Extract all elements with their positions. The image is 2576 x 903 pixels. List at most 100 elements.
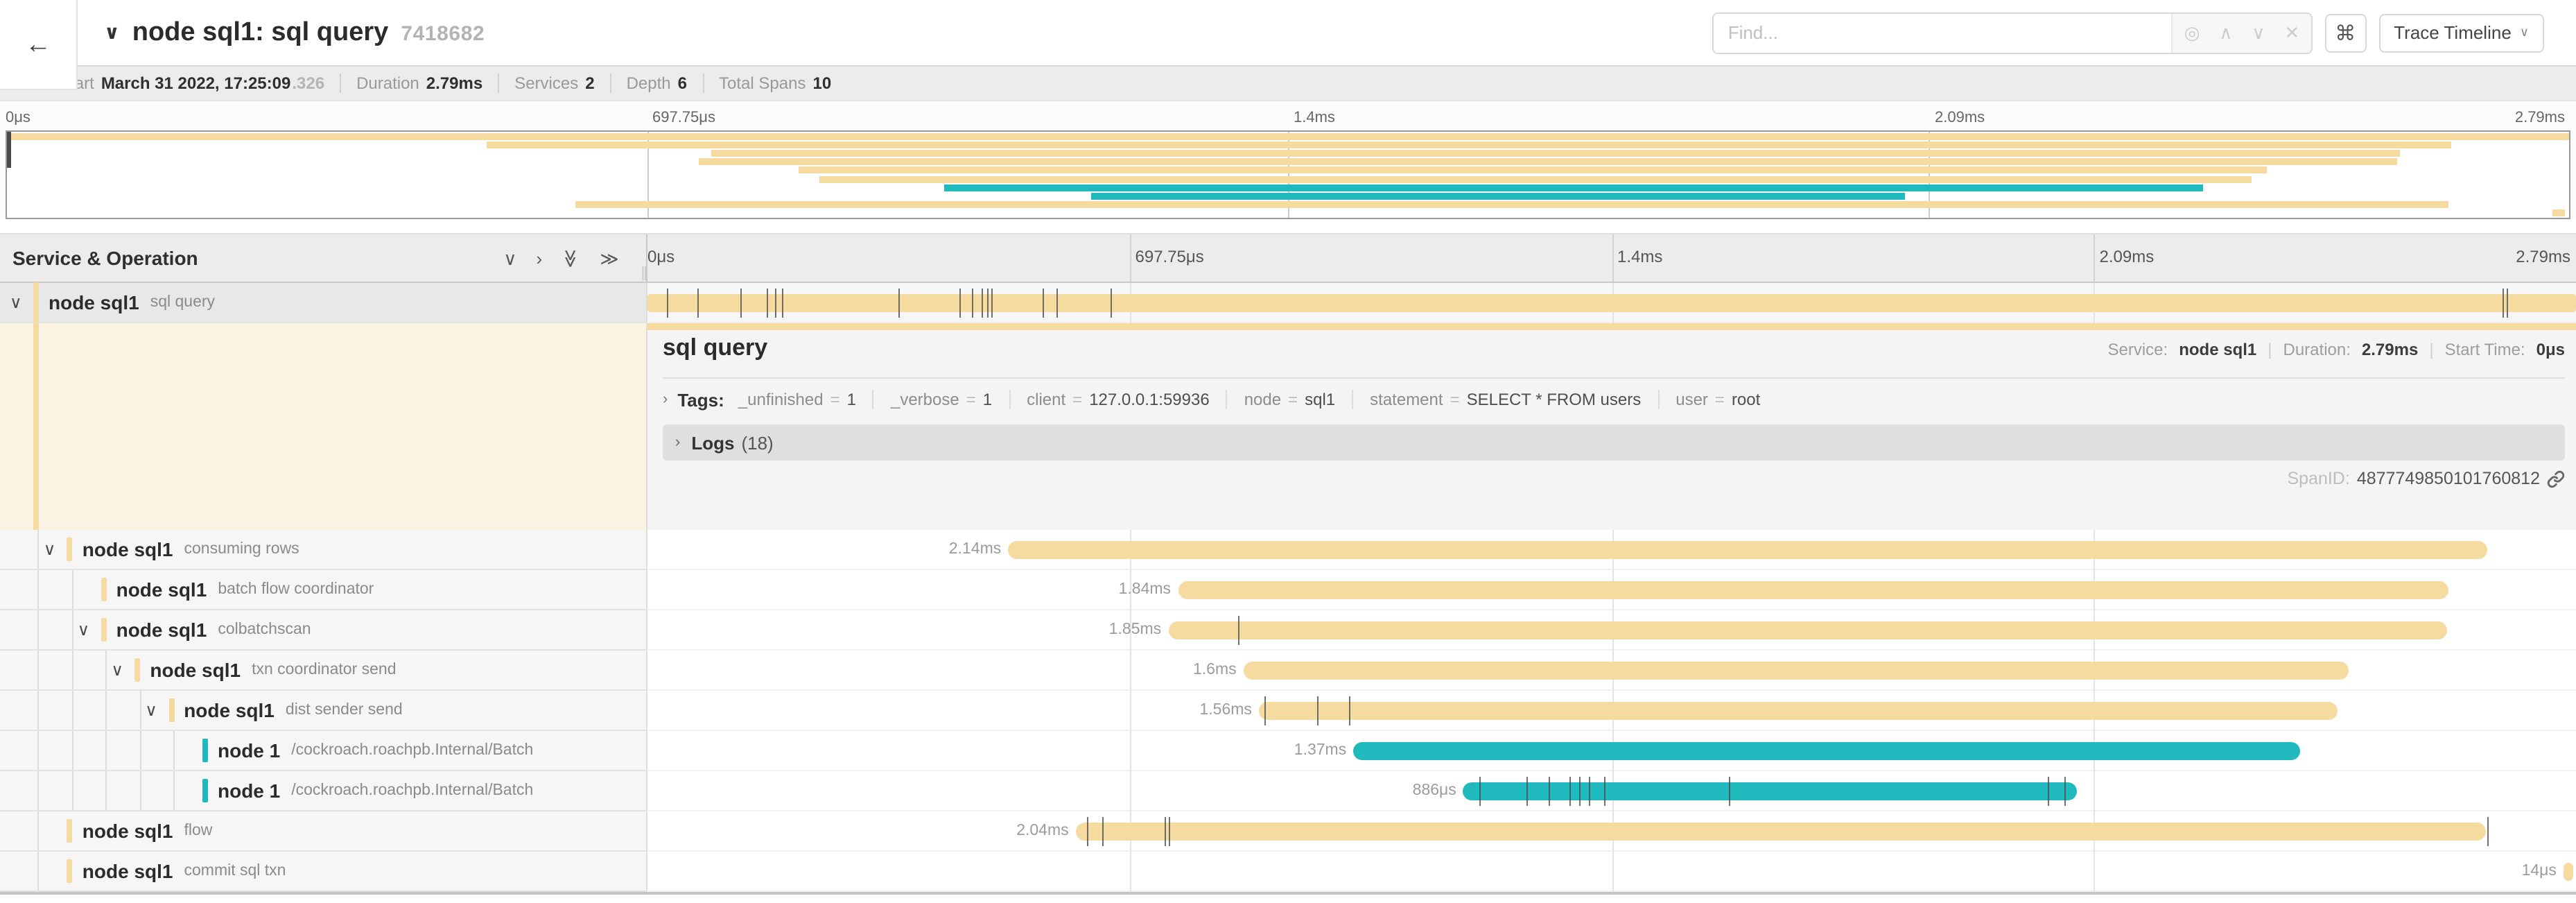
span-bar[interactable] [1168,621,2447,639]
span-tree-item[interactable]: node sql1 batch flow coordinator [0,570,647,610]
span-bar[interactable] [647,294,2576,312]
operation-name: /cockroach.roachpb.Internal/Batch [291,742,534,759]
chevron-down-icon[interactable]: ∨ [145,700,157,720]
span-tree-item[interactable]: ∨ node sql1 txn coordinator send [0,651,647,691]
span-timeline-cell[interactable]: 886μs [647,771,2576,811]
expand-one-icon[interactable]: › [536,248,543,268]
tag-item[interactable]: node = sql1 [1226,390,1352,409]
span-timeline-cell[interactable]: 2.04ms [647,811,2576,852]
chevron-down-icon[interactable]: ∨ [111,660,123,680]
span-bar[interactable] [1178,581,2449,599]
trace-id: 7418682 [401,22,485,45]
indent-guide [173,771,175,810]
span-tree-item[interactable]: ∨ node sql1 sql query [0,282,647,323]
tag-item[interactable]: _verbose = 1 [872,390,1009,409]
tags-row[interactable]: › Tags: _unfinished = 1 _verbose = 1 client = 12… [663,379,2565,420]
log-marker-tick [981,289,983,318]
span-timeline-cell[interactable]: 1.37ms [647,731,2576,771]
equals-sign: = [966,390,976,409]
divider [663,377,2565,379]
timeline-panel: Service & Operation ∨ › ≫ ≫ || 0μs 697.75… [0,233,2576,895]
span-bar[interactable] [2563,863,2573,881]
span-bar[interactable] [1008,541,2487,559]
span-row: node sql1 batch flow coordinator 1.84ms [0,570,2576,610]
span-timeline-cell[interactable]: 2.14ms [647,530,2576,570]
span-tree-item[interactable]: ∨ node sql1 consuming rows [0,530,647,570]
tag-value: SELECT * FROM users [1466,390,1642,409]
log-marker-tick [1526,777,1529,806]
duration-label: 2.14ms [948,541,1002,558]
clear-search-icon[interactable]: ✕ [2284,22,2300,43]
duration-label: 1.84ms [1118,581,1172,598]
span-timeline-cell[interactable]: 1.56ms [647,691,2576,731]
span-bar[interactable] [1353,742,2301,760]
log-marker-tick [1603,777,1605,806]
span-color-bar [67,859,73,883]
chevron-down-icon[interactable]: ∨ [104,21,120,43]
meta-value: 6 [677,74,688,93]
view-selector-button[interactable]: Trace Timeline ∨ [2378,13,2544,52]
span-timeline-cell[interactable]: 14μs [647,852,2576,892]
span-bar[interactable] [1243,662,2349,680]
span-bar[interactable] [1463,782,2077,800]
span-timeline-cell[interactable]: 1.85ms [647,610,2576,651]
collapse-one-icon[interactable]: ∨ [503,248,517,268]
tag-item[interactable]: user = root [1657,390,1777,409]
span-tree-item[interactable]: ∨ node sql1 dist sender send [0,691,647,731]
search-input[interactable] [1714,13,2172,52]
tag-key: statement [1370,390,1443,409]
span-color-bar [101,618,107,642]
service-name: node sql1 [49,291,139,313]
log-marker-tick [2064,777,2066,806]
tag-value: 127.0.0.1:59936 [1089,390,1210,409]
span-tree-item[interactable]: ∨ node sql1 colbatchscan [0,610,647,651]
back-button[interactable]: ← [0,0,78,90]
duration-label: 1.85ms [1108,621,1162,638]
logs-label: Logs [691,432,735,453]
keyboard-shortcuts-button[interactable]: ⌘ [2324,13,2367,52]
collapse-all-icon[interactable]: ≫ [560,248,582,268]
span-row: ∨ node sql1 dist sender send 1.56ms [0,691,2576,731]
tag-item[interactable]: _unfinished = 1 [738,390,873,409]
span-tree-item[interactable]: node sql1 commit sql txn [0,852,647,892]
next-match-icon[interactable]: ∨ [2252,22,2265,43]
link-icon[interactable] [2547,470,2565,488]
tag-item[interactable]: client = 127.0.0.1:59936 [1009,390,1226,409]
trace-minimap: 0μs 697.75μs 1.4ms 2.09ms 2.79ms [0,101,2576,219]
expand-all-icon[interactable]: ≫ [600,248,619,268]
log-marker-tick [2506,289,2508,318]
meta-label: Total Spans [719,74,806,93]
span-timeline-cell[interactable]: 1.6ms [647,651,2576,691]
meta-label: Services [514,74,579,93]
chevron-right-icon[interactable]: › [663,391,668,408]
locate-icon[interactable]: ◎ [2184,22,2200,43]
ruler-tick-label: 2.79ms [2514,110,2565,126]
chevron-down-icon[interactable]: ∨ [43,540,56,559]
chevron-down-icon[interactable]: ∨ [77,620,90,639]
span-tree-item[interactable]: node 1/cockroach.roachpb.Internal/Batch [0,731,647,771]
span-bar[interactable] [1075,823,2486,841]
timeline-ruler: 0μs 697.75μs 1.4ms 2.09ms 2.79ms [647,234,2576,282]
span-timeline-cell[interactable]: 1.84ms [647,570,2576,610]
duration-label: Duration: [2283,340,2351,359]
prev-match-icon[interactable]: ∧ [2219,22,2233,43]
column-resizer-handle[interactable]: || [641,265,647,282]
logs-accordion[interactable]: › Logs (18) [663,424,2565,461]
indent-guide [71,771,73,810]
span-timeline-cell[interactable] [647,283,2576,323]
chevron-down-icon[interactable]: ∨ [10,293,22,312]
log-marker-tick [1316,696,1319,725]
minimap-canvas[interactable] [6,130,2570,219]
span-bar[interactable] [1258,702,2337,720]
span-tree-item[interactable]: node 1/cockroach.roachpb.Internal/Batch [0,771,647,811]
indent-guide [105,651,107,689]
span-color-bar [101,578,107,601]
tag-item[interactable]: statement = SELECT * FROM users [1352,390,1657,409]
meta-value: 2 [585,74,595,93]
command-icon: ⌘ [2335,22,2356,45]
minimap-span-bar [486,141,2451,148]
meta-value: 2.79ms [426,74,483,93]
span-row: node sql1 flow 2.04ms [0,811,2576,852]
span-tree-item[interactable]: node sql1 flow [0,811,647,852]
minimap-left-scrubber[interactable] [7,132,11,168]
